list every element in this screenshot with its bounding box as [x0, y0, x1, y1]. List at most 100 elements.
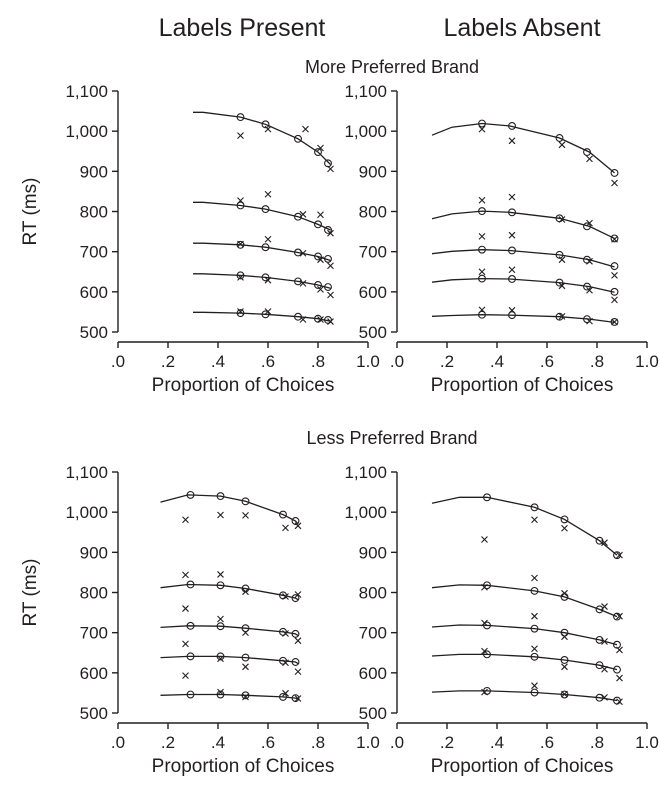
p3-series-3-circle-point [483, 650, 491, 659]
p2-series-3-cross-point [242, 663, 249, 671]
p0-series-3-circle-point [236, 271, 245, 280]
p3-series-0-cross-point [531, 516, 538, 524]
p1-series-3-cross-point [508, 266, 516, 274]
p1-series-3-cross-point [611, 296, 618, 304]
p1-series-3-circle-point [555, 278, 564, 287]
p0-series-3-circle-point [324, 283, 332, 291]
p0-y-axis-label: RT (ms) [20, 178, 41, 246]
p3-series-3-curve [431, 653, 618, 671]
p3-series-3-cross-point [531, 645, 538, 653]
p2-series-2-circle-point [291, 629, 300, 638]
p1-series-3-circle-point [610, 287, 619, 296]
p1-series-0-cross-point [558, 141, 566, 149]
p1-xtick-label: 1.0 [635, 352, 659, 371]
p3-ytick-label: 900 [359, 543, 387, 562]
p0-series-4-cross-point [327, 318, 334, 325]
p1-ytick-label: 1,000 [344, 122, 387, 141]
p1-series-2-circle-point [508, 246, 516, 255]
p3-series-1-cross-point [616, 612, 623, 620]
p3-xtick-label: .0 [390, 733, 404, 752]
p3-series-2-circle-point [483, 621, 491, 630]
p2-series-0-circle-point [216, 492, 225, 501]
p2-series-3-circle-point [279, 656, 287, 665]
p3-ytick-label: 700 [359, 624, 387, 643]
p3-series-4-curve [431, 690, 618, 702]
p0-xtick-label: .8 [311, 352, 325, 371]
p2-series-1-cross-point [242, 588, 249, 596]
p1-series-2-cross-point [558, 256, 566, 264]
p2-series-1-curve [160, 583, 299, 601]
p2-xtick-label: 1.0 [356, 733, 380, 752]
p0-series-2-circle-point [324, 254, 332, 263]
p2-series-0-cross-point [242, 511, 249, 519]
p3-series-4-circle-point [530, 688, 539, 697]
p0-series-3-cross-point [299, 280, 307, 287]
p1-series-0-circle-point [610, 168, 619, 177]
p3-series-1-circle-point [530, 586, 539, 595]
p2-series-2-cross-point [217, 615, 224, 623]
p0-series-2-circle-point [236, 240, 245, 249]
p1-series-2-curve [431, 249, 615, 268]
p1-series-1-circle-point [610, 234, 619, 243]
p1-series-4-cross-point [586, 317, 593, 325]
p2-series-4-circle-point [216, 690, 225, 699]
p0-series-3-circle-point [314, 281, 322, 289]
p3-series-3-circle-point [595, 661, 604, 670]
p2-series-2-circle-point [186, 621, 195, 630]
p3-xtick-label: .4 [490, 733, 504, 752]
p3-ytick-label: 800 [359, 584, 387, 603]
p1-series-0-circle-point [583, 148, 591, 157]
p2-series-4-curve [160, 693, 299, 700]
p1-series-4-curve [431, 314, 615, 324]
p3-series-3-circle-point [613, 665, 621, 674]
p3-series-0-circle-point [560, 515, 569, 524]
p3-ytick-label: 1,100 [344, 463, 387, 482]
p1-series-4-circle-point [478, 310, 486, 319]
p1-series-1-curve [431, 210, 615, 239]
p2-series-0-circle-point [186, 490, 195, 499]
p2-series-1-circle-point [216, 581, 225, 590]
p2-series-3-circle-point [216, 652, 225, 661]
p3-xtick-label: .8 [590, 733, 604, 752]
p0-ytick-label: 900 [80, 162, 108, 181]
p3-series-0-cross-point [601, 539, 608, 547]
p3-series-3-circle-point [530, 652, 539, 661]
panel-less-preferred-labels-absent: 500 600 700 800 900 1,000 1,100 .0 .2 .4 .6 .8 1.0 Pr… [344, 463, 658, 777]
p1-series-0-cross-point [508, 137, 516, 145]
p2-series-1-cross-point [282, 593, 289, 600]
p2-series-4-circle-point [279, 692, 287, 701]
p2-series-4-cross-point [182, 672, 189, 680]
p0-series-3-curve [193, 273, 331, 289]
p0-series-1-circle-point [314, 220, 322, 229]
p2-series-2-cross-point [282, 630, 289, 637]
p2-series-1-cross-point [217, 571, 224, 578]
p3-series-3-cross-point [481, 647, 488, 655]
p0-series-4-circle-point [294, 312, 302, 321]
p1-series-3-cross-point [558, 282, 566, 290]
p0-ytick-label: 1,100 [65, 82, 108, 101]
p0-series-1-cross-point [264, 190, 272, 198]
p2-series-0-cross-point [294, 522, 302, 530]
p3-series-4-cross-point [601, 693, 608, 701]
p0-ytick-label: 500 [80, 323, 108, 342]
p0-series-3-circle-point [261, 273, 270, 282]
p1-series-4-cross-point [478, 306, 486, 314]
p2-series-1-cross-point [294, 591, 302, 598]
p0-series-0-circle-point [261, 120, 270, 129]
p2-ytick-label: 1,100 [65, 463, 108, 482]
p3-ytick-label: 600 [359, 664, 387, 683]
p1-series-0-curve [431, 122, 615, 174]
p2-ytick-label: 900 [80, 543, 108, 562]
p2-series-1-circle-point [291, 594, 300, 603]
p1-ytick-label: 700 [359, 243, 387, 262]
p3-ytick-label: 500 [359, 704, 387, 723]
p0-xtick-label: .6 [261, 352, 275, 371]
p1-series-1-cross-point [586, 219, 593, 227]
p1-series-1-cross-point [611, 235, 618, 243]
p2-series-3-cross-point [282, 659, 289, 667]
p2-ytick-label: 1,000 [65, 503, 108, 522]
p2-series-0-cross-point [182, 516, 189, 524]
p0-ytick-label: 800 [80, 203, 108, 222]
p2-series-2-cross-point [182, 605, 189, 612]
p1-series-1-circle-point [478, 207, 486, 216]
